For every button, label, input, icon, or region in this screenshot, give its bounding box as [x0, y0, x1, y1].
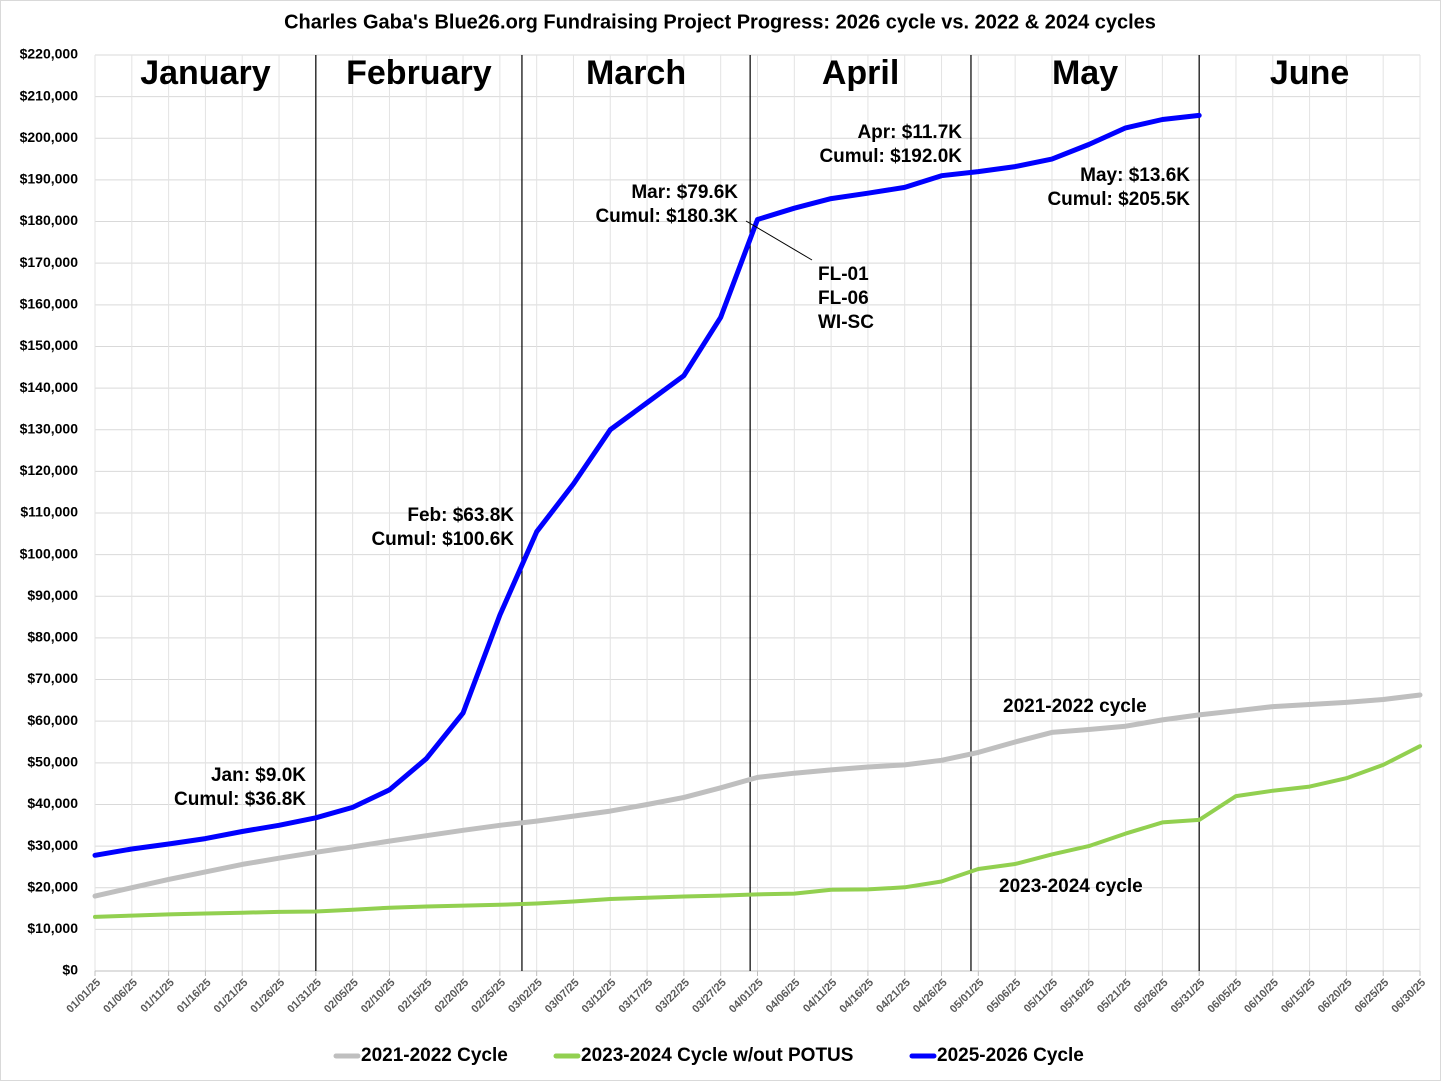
legend-label: 2025-2026 Cycle: [937, 1045, 1084, 1066]
y-tick-label: $10,000: [27, 920, 78, 936]
annotation: May: $13.6K: [1080, 165, 1190, 186]
y-tick-label: $220,000: [20, 46, 79, 62]
annotation: FL-06: [818, 288, 869, 309]
y-tick-label: $50,000: [27, 754, 78, 770]
y-tick-label: $70,000: [27, 670, 78, 686]
month-label: March: [586, 54, 686, 92]
series-line: [92, 112, 1202, 858]
y-tick-label: $140,000: [20, 379, 79, 395]
y-tick-label: $100,000: [20, 545, 79, 561]
y-tick-label: $110,000: [20, 504, 78, 520]
month-label: April: [822, 54, 899, 92]
month-label: June: [1270, 54, 1349, 92]
y-tick-label: $150,000: [20, 337, 79, 353]
series-line: [93, 744, 1422, 919]
y-tick-label: $200,000: [20, 129, 79, 145]
y-tick-label: $60,000: [27, 712, 78, 728]
line-label: 2023-2024 cycle: [999, 876, 1143, 897]
y-tick-label: $170,000: [20, 254, 79, 270]
annotation: Feb: $63.8K: [407, 505, 514, 526]
y-tick-label: $0: [62, 962, 78, 978]
annotation: Cumul: $205.5K: [1047, 189, 1190, 210]
y-tick-label: $160,000: [20, 296, 79, 312]
line-label: 2021-2022 cycle: [1003, 696, 1147, 717]
y-tick-label: $210,000: [20, 87, 79, 103]
annotation: Jan: $9.0K: [211, 765, 306, 786]
legend-label: 2023-2024 Cycle w/out POTUS: [581, 1045, 853, 1066]
annotation: WI-SC: [818, 312, 874, 333]
annotation: Mar: $79.6K: [631, 182, 738, 203]
annotation: Cumul: $192.0K: [819, 146, 962, 167]
annotation: Apr: $11.7K: [857, 122, 962, 143]
annotation: Cumul: $180.3K: [595, 206, 738, 227]
month-label: January: [140, 54, 270, 92]
y-tick-label: $180,000: [20, 212, 79, 228]
y-tick-label: $120,000: [20, 462, 79, 478]
y-tick-label: $130,000: [20, 420, 79, 436]
y-tick-label: $90,000: [27, 587, 78, 603]
legend-label: 2021-2022 Cycle: [361, 1045, 508, 1066]
y-tick-label: $190,000: [20, 171, 79, 187]
annotation: FL-01: [818, 264, 869, 285]
annotation: Cumul: $36.8K: [174, 789, 306, 810]
chart-title: Charles Gaba's Blue26.org Fundraising Pr…: [284, 11, 1156, 33]
month-label: May: [1052, 54, 1118, 92]
y-tick-label: $20,000: [27, 878, 78, 894]
y-tick-label: $80,000: [27, 629, 78, 645]
series-line: [92, 692, 1423, 899]
annotation: Cumul: $100.6K: [371, 529, 514, 550]
annotation-leader: [745, 220, 813, 261]
y-tick-label: $40,000: [27, 795, 78, 811]
y-tick-label: $30,000: [27, 837, 78, 853]
month-label: February: [346, 54, 492, 92]
